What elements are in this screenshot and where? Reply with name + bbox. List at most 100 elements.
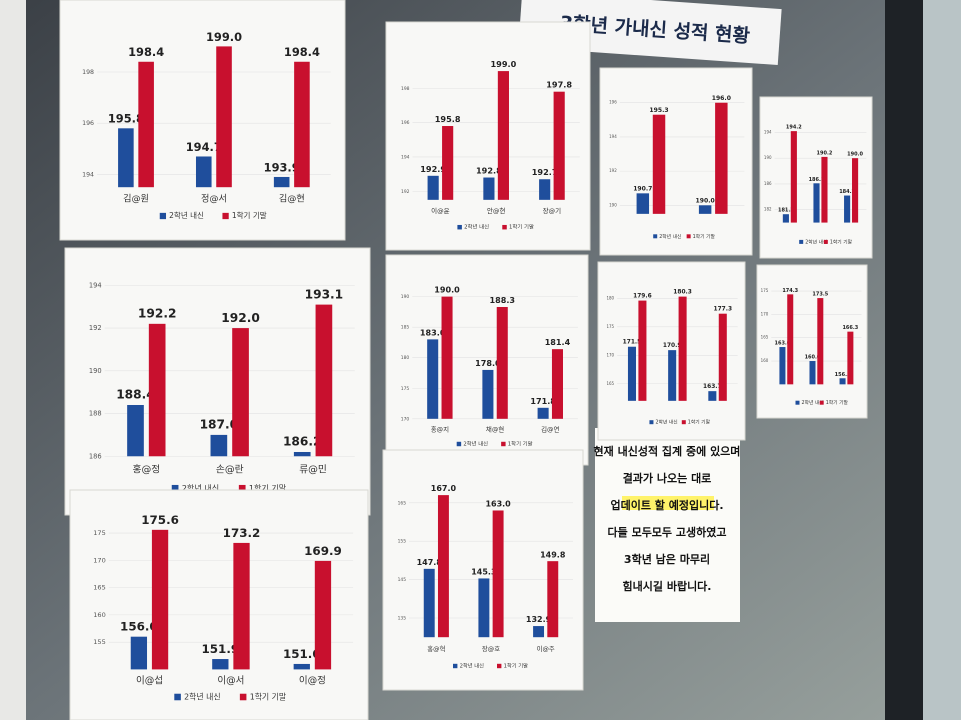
- y-tick-label: 190: [401, 294, 410, 300]
- bar: [293, 451, 311, 457]
- value-label: 192.0: [221, 311, 260, 325]
- y-tick-label: 194: [82, 171, 94, 178]
- value-label: 194.2: [786, 125, 802, 131]
- x-tick-label: 안@현: [487, 206, 506, 215]
- y-tick-label: 192: [401, 189, 410, 195]
- legend-label: 2학년 내신: [659, 233, 681, 240]
- y-tick-label: 194: [89, 281, 102, 289]
- y-tick-label: 186: [89, 452, 102, 460]
- x-tick-label: 이@주: [537, 644, 555, 653]
- y-tick-label: 194: [609, 134, 617, 139]
- value-label: 145.3: [471, 568, 496, 577]
- value-label: 198.4: [284, 45, 320, 59]
- value-label: 181.3: [778, 208, 794, 214]
- chart-paper: 194 196 198 김@원 195.8 198.4 정@서 194.7 199.0 김@현 19…: [59, 0, 346, 241]
- bar: [314, 560, 332, 670]
- value-label: 192.9: [420, 164, 446, 174]
- x-tick-label: 홍@정: [132, 463, 160, 476]
- legend-label: 2학년 내신: [184, 692, 220, 702]
- value-label: 163.0: [485, 500, 511, 509]
- bar: [821, 156, 828, 223]
- bar: [293, 663, 310, 670]
- bar: [537, 407, 549, 419]
- outside-view: [923, 0, 961, 720]
- y-tick-label: 165: [761, 335, 769, 340]
- y-tick-label: 170: [401, 416, 410, 422]
- legend-swatch: [457, 224, 462, 230]
- x-tick-label: 홍@지: [431, 424, 449, 433]
- legend-swatch: [174, 693, 181, 701]
- value-label: 190.2: [817, 150, 833, 156]
- chart-paper: 186 188 190 192 194 홍@정 188.4 192.2 손@란 187.0 192.…: [64, 247, 371, 516]
- value-label: 198.4: [128, 45, 164, 59]
- y-tick-label: 188: [89, 410, 102, 418]
- bar: [496, 307, 508, 419]
- x-tick-label: 채@현: [486, 425, 504, 433]
- x-tick-label: 김@현: [279, 193, 305, 205]
- bar: [294, 61, 310, 188]
- legend-swatch: [171, 484, 179, 492]
- bar: [852, 158, 859, 223]
- x-tick-label: 김@원: [123, 193, 149, 205]
- y-tick-label: 175: [761, 288, 769, 293]
- x-tick-label: 김@연: [541, 425, 559, 433]
- value-label: 188.3: [489, 295, 515, 305]
- y-tick-label: 182: [764, 207, 772, 212]
- bar: [478, 578, 490, 638]
- y-tick-label: 198: [82, 69, 94, 76]
- bar: [809, 361, 816, 385]
- bar: [539, 179, 551, 200]
- value-label: 147.8: [417, 558, 443, 567]
- bar: [839, 378, 846, 385]
- value-label: 192.7: [532, 167, 558, 177]
- notice-line: 결과가 나오는 대로: [623, 471, 712, 485]
- bar: [148, 323, 166, 457]
- value-label: 188.4: [116, 388, 155, 402]
- legend-swatch: [222, 212, 229, 220]
- legend-label: 2학년 내신: [182, 483, 219, 493]
- bar: [790, 131, 797, 223]
- y-tick-label: 145: [398, 577, 407, 583]
- y-tick-label: 180: [401, 355, 410, 361]
- value-label: 173.2: [223, 526, 261, 540]
- x-tick-label: 이@섭: [136, 675, 163, 686]
- legend-swatch: [649, 420, 654, 425]
- y-tick-label: 170: [93, 556, 106, 564]
- y-tick-label: 196: [82, 120, 94, 127]
- value-label: 156.0: [120, 620, 158, 634]
- value-label: 186.2: [283, 435, 322, 449]
- legend-label: 2학년 내신: [655, 419, 677, 426]
- value-label: 171.5: [623, 340, 642, 346]
- y-tick-label: 192: [609, 168, 617, 173]
- value-label: 175.6: [141, 513, 179, 527]
- legend-swatch: [799, 239, 804, 244]
- value-label: 156.3: [835, 372, 851, 378]
- y-tick-label: 194: [401, 154, 410, 160]
- notice-line: 업데이트 할 예정입니다.: [610, 498, 723, 512]
- legend-label: 1학기 기말: [250, 692, 286, 702]
- legend-swatch: [681, 420, 686, 425]
- value-label: 163.7: [703, 384, 722, 390]
- value-label: 174.3: [782, 288, 798, 294]
- x-tick-label: 류@민: [299, 464, 327, 476]
- y-tick-label: 135: [398, 616, 407, 622]
- value-label: 195.8: [435, 114, 461, 124]
- value-label: 167.0: [431, 484, 457, 493]
- bar: [273, 176, 290, 188]
- bar: [492, 510, 504, 638]
- value-label: 193.1: [305, 287, 344, 301]
- bar: [533, 626, 545, 638]
- value-label: 166.3: [842, 325, 858, 331]
- bar: [427, 339, 439, 419]
- bar: [232, 328, 249, 457]
- y-tick-label: 165: [398, 500, 407, 506]
- bar: [813, 183, 820, 223]
- legend-swatch: [456, 441, 462, 447]
- legend-swatch: [238, 484, 246, 492]
- bar: [212, 659, 229, 670]
- chart-paper: 182 186 190 194 181.3 194.2 186.1 190.2 184.2 190…: [759, 96, 873, 259]
- y-tick-label: 165: [93, 584, 106, 592]
- bar: [782, 214, 789, 223]
- value-label: 197.8: [546, 80, 572, 90]
